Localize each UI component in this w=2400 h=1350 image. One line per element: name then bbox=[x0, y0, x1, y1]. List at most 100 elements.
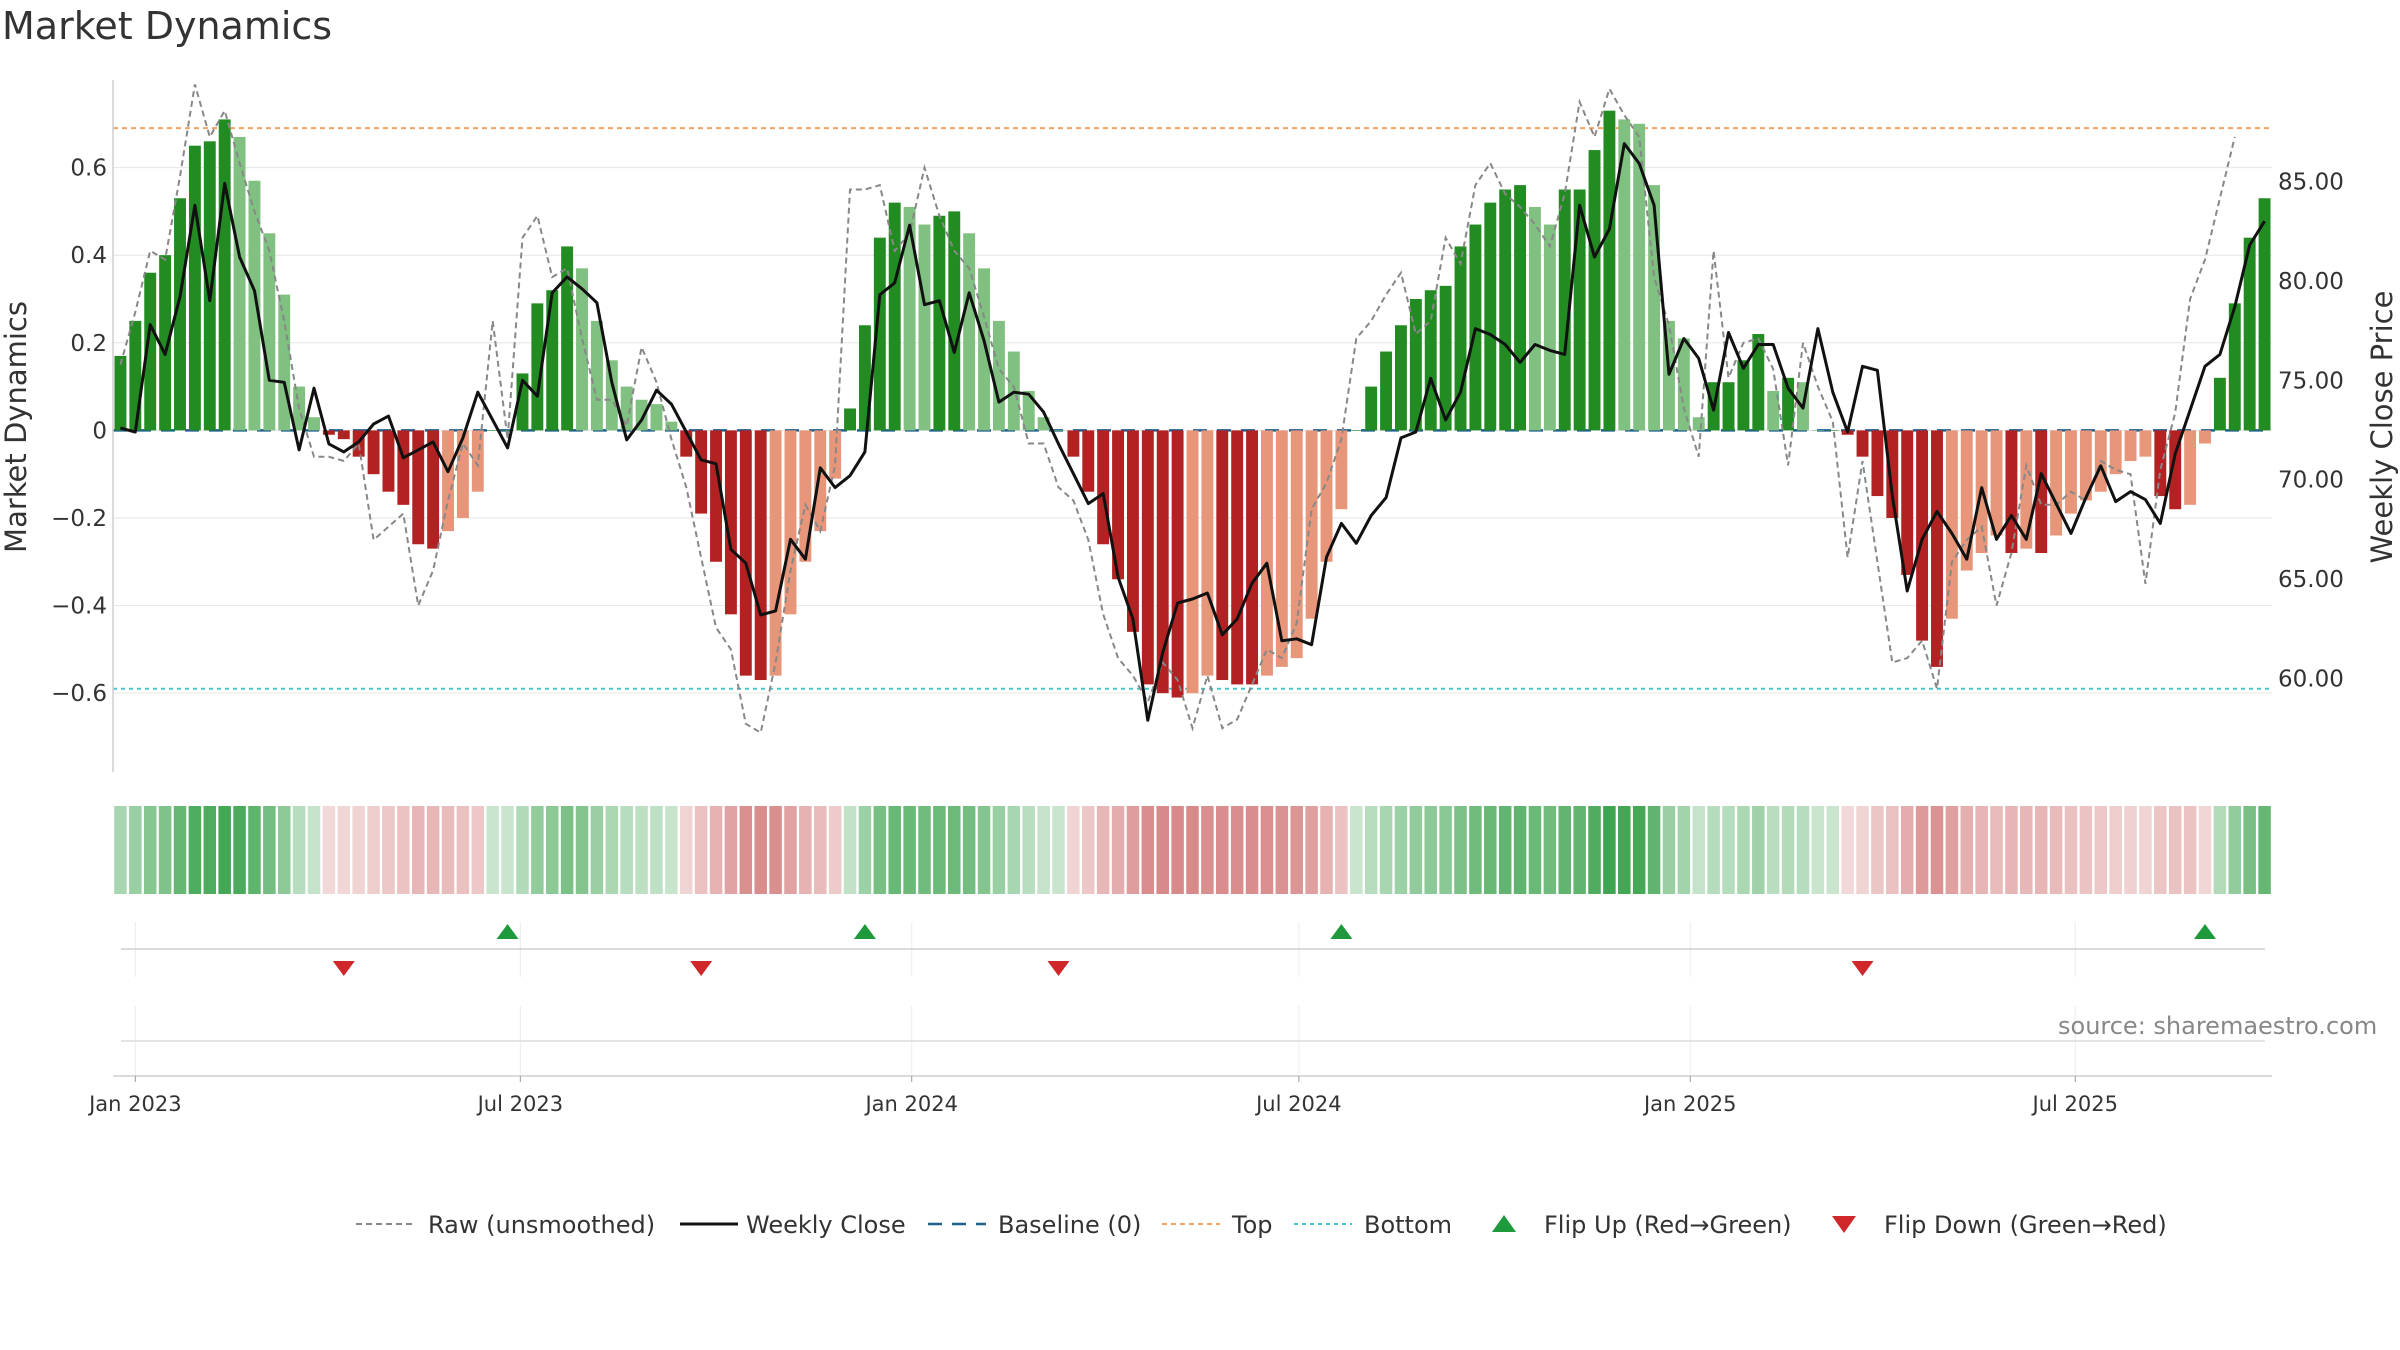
x-tick-label: Jan 2023 bbox=[87, 1092, 182, 1116]
heat-cell bbox=[1409, 806, 1423, 894]
heat-cell bbox=[1573, 806, 1586, 894]
dynamics-bar bbox=[2228, 303, 2241, 431]
heat-cell bbox=[307, 806, 321, 894]
heat-cell bbox=[1096, 806, 1110, 894]
heat-cell bbox=[1752, 806, 1765, 894]
dynamics-bar bbox=[1126, 430, 1139, 632]
heat-cell bbox=[933, 806, 946, 894]
dynamics-bar bbox=[456, 430, 469, 518]
heat-cell bbox=[1945, 806, 1959, 894]
heat-cell bbox=[2034, 806, 2048, 894]
axes: 0.6 0.4 0.2 0 −0.2 −0.4 −0.6 85.00 80.00 75.00 70.… bbox=[0, 80, 2399, 772]
heat-cell bbox=[1513, 806, 1527, 894]
dynamics-bar bbox=[620, 386, 633, 431]
dynamics-bar bbox=[1112, 430, 1125, 580]
heat-cell bbox=[1618, 806, 1631, 894]
heat-cell bbox=[1111, 806, 1125, 894]
dynamics-bar bbox=[1916, 430, 1929, 641]
heat-cell bbox=[605, 806, 619, 894]
dynamics-bar bbox=[1305, 430, 1318, 619]
dynamics-bar bbox=[1275, 430, 1288, 667]
heat-cell bbox=[1320, 806, 1333, 894]
y-right-tick-label: 85.00 bbox=[2278, 169, 2344, 195]
heat-cell bbox=[828, 806, 842, 894]
heat-cell bbox=[1498, 806, 1512, 894]
dynamics-bar bbox=[858, 325, 871, 431]
heat-cell bbox=[2049, 806, 2063, 894]
flip-up-marker bbox=[496, 924, 519, 939]
heat-cell bbox=[1216, 806, 1229, 894]
dynamics-bar bbox=[888, 202, 901, 431]
dynamics-bars bbox=[114, 110, 2271, 698]
dynamics-bar bbox=[516, 373, 529, 431]
flip-up-marker bbox=[853, 924, 876, 939]
flip-up-marker bbox=[1330, 924, 1353, 939]
heat-cell bbox=[129, 806, 142, 894]
heat-cell bbox=[1394, 806, 1408, 894]
heat-cell bbox=[1201, 806, 1214, 894]
dynamics-bar bbox=[2258, 198, 2271, 431]
dynamics-bar bbox=[188, 145, 201, 431]
heat-cell bbox=[2213, 806, 2227, 894]
heat-cell bbox=[679, 806, 693, 894]
flip-up-marker bbox=[2193, 924, 2216, 939]
heat-cell bbox=[441, 806, 455, 894]
dynamics-bar bbox=[2139, 430, 2152, 457]
dynamics-bar bbox=[2079, 430, 2092, 501]
heat-cell bbox=[560, 806, 574, 894]
heat-cell bbox=[650, 806, 663, 894]
y-right-tick-label: 60.00 bbox=[2278, 667, 2344, 693]
legend: Raw (unsmoothed) Weekly Close Baseline (0)… bbox=[356, 1211, 2167, 1239]
legend-item: Baseline (0) bbox=[928, 1211, 1141, 1239]
heat-cell bbox=[1632, 806, 1646, 894]
dynamics-bar bbox=[1350, 430, 1363, 431]
heat-cell bbox=[709, 806, 723, 894]
heat-cell bbox=[1811, 806, 1825, 894]
heat-cell bbox=[1067, 806, 1080, 894]
heat-cell bbox=[1975, 806, 1988, 894]
source-credit: source: sharemaestro.com bbox=[2058, 1012, 2378, 1040]
legend-item: Bottom bbox=[1294, 1211, 1452, 1239]
heat-cell bbox=[248, 806, 261, 894]
heat-cell bbox=[263, 806, 276, 894]
dynamics-bar bbox=[1365, 386, 1378, 431]
heat-cell bbox=[1826, 806, 1840, 894]
y-left-tick-label: −0.6 bbox=[51, 681, 107, 707]
dynamics-bar bbox=[1573, 189, 1586, 431]
heat-cell bbox=[173, 806, 187, 894]
heat-cell bbox=[203, 806, 217, 894]
heat-cell bbox=[635, 806, 648, 894]
dynamics-bar bbox=[1901, 430, 1914, 575]
heat-cell bbox=[1037, 806, 1050, 894]
heat-cell bbox=[426, 806, 440, 894]
heat-cell bbox=[799, 806, 812, 894]
heat-cell bbox=[1439, 806, 1452, 894]
heat-cell bbox=[694, 806, 708, 894]
legend-item: Weekly Close bbox=[680, 1211, 906, 1239]
heat-cell bbox=[1871, 806, 1884, 894]
heat-strip bbox=[114, 806, 2271, 894]
dynamics-bar bbox=[2109, 430, 2122, 475]
heat-cell bbox=[2198, 806, 2212, 894]
x-tick-label: Jan 2024 bbox=[863, 1092, 958, 1116]
y-right-tick-label: 80.00 bbox=[2278, 269, 2344, 295]
dynamics-bar bbox=[308, 417, 320, 431]
heat-cell bbox=[724, 806, 738, 894]
dynamics-bar bbox=[1499, 189, 1512, 431]
dynamics-bar bbox=[486, 430, 499, 431]
heat-cell bbox=[1990, 806, 2003, 894]
heat-cell bbox=[501, 806, 514, 894]
heat-cell bbox=[1171, 806, 1184, 894]
heat-cell bbox=[158, 806, 172, 894]
dynamics-bar bbox=[1603, 110, 1616, 431]
heat-cell bbox=[292, 806, 306, 894]
heat-cell bbox=[1796, 806, 1810, 894]
heat-cell bbox=[918, 806, 931, 894]
dynamics-bar bbox=[1052, 430, 1065, 431]
dynamics-bar bbox=[963, 233, 976, 431]
x-tick-label: Jul 2023 bbox=[476, 1092, 563, 1116]
heat-cell bbox=[218, 806, 231, 894]
dynamics-bar bbox=[1886, 430, 1899, 518]
heat-cell bbox=[665, 806, 678, 894]
dynamics-bar bbox=[233, 136, 246, 431]
